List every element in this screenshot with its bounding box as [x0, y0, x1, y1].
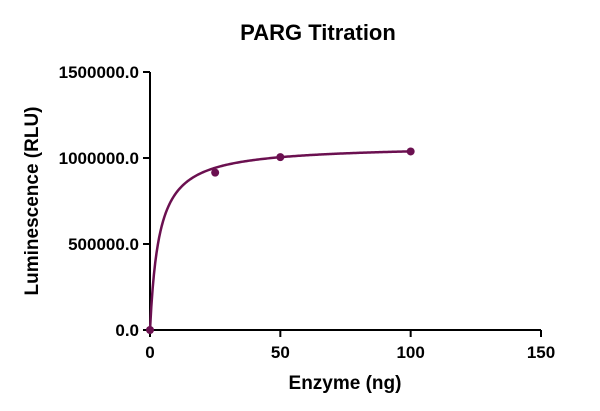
x-tick-label: 100 [396, 343, 424, 362]
x-tick-label: 50 [271, 343, 290, 362]
x-axis-title: Enzyme (ng) [289, 373, 402, 394]
x-tick-label: 150 [527, 343, 555, 362]
data-point [211, 168, 220, 177]
y-tick-label: 0.0 [115, 321, 139, 340]
y-tick-label: 500000.0 [68, 235, 139, 254]
y-axis: 0.0 500000.0 1000000.0 1500000.0 [59, 63, 151, 340]
y-tick-label: 1500000.0 [59, 63, 139, 82]
plot-area [146, 147, 415, 334]
y-tick-label: 1000000.0 [59, 149, 139, 168]
data-point [276, 153, 285, 162]
chart-title: PARG Titration [240, 20, 396, 45]
y-axis-title: Luminescence (RLU) [22, 107, 43, 296]
fit-curve [148, 150, 411, 331]
data-point [146, 326, 154, 334]
x-tick-label: 0 [145, 343, 154, 362]
data-point [406, 147, 415, 156]
x-axis: 0 50 100 150 [145, 329, 555, 362]
